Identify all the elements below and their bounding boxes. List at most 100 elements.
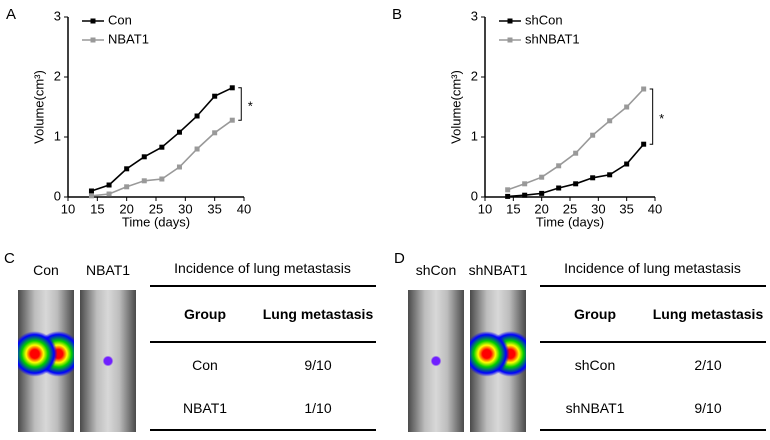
y-tick-label: 1: [471, 128, 478, 143]
significance-bracket: [649, 88, 654, 145]
panel-label: A: [6, 6, 17, 23]
marker: [88, 193, 94, 199]
table-row: NBAT1 1/10: [150, 386, 376, 429]
cell: 2/10: [694, 356, 722, 373]
marker: [141, 154, 147, 160]
marker: [194, 113, 200, 119]
marker: [505, 193, 511, 199]
y-tick-label: 3: [471, 8, 478, 23]
x-tick-label: 35: [207, 201, 221, 216]
table: Group Lung metastasis shCon 2/10 shNBAT1 9/10: [540, 285, 766, 431]
cell: 9/10: [694, 399, 722, 416]
marker: [159, 144, 165, 150]
marker: [624, 104, 630, 110]
table-header: Group Lung metastasis: [540, 287, 766, 343]
x-tick-label: 15: [90, 201, 104, 216]
table-header: Group Lung metastasis: [150, 287, 376, 343]
panel-label: B: [392, 6, 403, 23]
cell: shNBAT1: [565, 399, 625, 416]
annotation: *: [659, 111, 664, 126]
table-row: Con 9/10: [150, 343, 376, 386]
marker: [212, 130, 218, 136]
x-axis-label: Time (days): [536, 214, 604, 229]
table: Group Lung metastasis Con 9/10 NBAT1 1/10: [150, 285, 376, 431]
y-tick-label: 0: [54, 188, 61, 203]
series-line: [91, 119, 233, 197]
marker: [522, 181, 528, 187]
mouse-image: [80, 290, 136, 432]
legend-marker: [90, 18, 96, 24]
image-label: NBAT1: [85, 262, 131, 278]
marker: [505, 187, 511, 193]
marker: [106, 191, 112, 197]
x-tick-label: 25: [149, 201, 163, 216]
legend-marker: [507, 37, 513, 43]
marker: [124, 166, 130, 172]
marker: [176, 164, 182, 170]
series-line: [91, 87, 233, 192]
marker: [641, 86, 647, 92]
marker: [539, 174, 545, 180]
table-title: Incidence of lung metastasis: [564, 260, 741, 276]
header-cell: Group: [184, 306, 226, 322]
x-tick-label: 35: [619, 201, 633, 216]
x-tick-label: 30: [591, 201, 605, 216]
x-tick-label: 25: [563, 201, 577, 216]
marker: [124, 184, 130, 190]
x-tick-label: 10: [61, 201, 75, 216]
legend-label: NBAT1: [108, 31, 149, 46]
header-cell: Lung metastasis: [652, 306, 764, 322]
panel-label: C: [4, 250, 15, 267]
y-tick-label: 0: [471, 188, 478, 203]
marker: [159, 176, 165, 182]
cell: 9/10: [304, 356, 332, 373]
marker: [176, 129, 182, 135]
y-tick-label: 3: [54, 8, 61, 23]
x-tick-label: 40: [648, 201, 662, 216]
marker: [590, 132, 596, 138]
table-row: shCon 2/10: [540, 343, 766, 386]
x-tick-label: 15: [506, 201, 520, 216]
y-tick-label: 2: [471, 68, 478, 83]
image-label: shNBAT1: [468, 262, 528, 278]
marker: [573, 181, 579, 187]
legend-marker: [90, 37, 96, 43]
x-tick-label: 10: [478, 201, 492, 216]
marker: [141, 178, 147, 184]
marker: [607, 172, 613, 178]
cell: NBAT1: [182, 399, 228, 416]
mouse-image: [408, 290, 464, 432]
x-tick-label: 40: [237, 201, 251, 216]
marker: [229, 85, 235, 91]
marker: [194, 146, 200, 152]
legend-label: shCon: [525, 12, 563, 27]
cell: shCon: [574, 356, 616, 373]
marker: [573, 150, 579, 156]
table-row: shNBAT1 9/10: [540, 386, 766, 429]
x-axis-label: Time (days): [122, 214, 190, 229]
mouse-image: [470, 290, 526, 432]
series-line: [507, 88, 645, 191]
header-cell: Group: [574, 306, 616, 322]
marker: [556, 163, 562, 169]
y-axis-label: Volume(cm³): [31, 70, 46, 144]
image-label: shCon: [415, 262, 457, 278]
marker: [607, 118, 613, 124]
significance-bracket: [238, 87, 242, 121]
marker: [212, 93, 218, 99]
table-title: Incidence of lung metastasis: [174, 260, 351, 276]
panel-label: D: [394, 250, 405, 267]
image-label: Con: [33, 262, 59, 278]
marker: [590, 175, 596, 181]
mouse-image: [18, 290, 74, 432]
marker: [522, 192, 528, 198]
marker: [229, 117, 235, 123]
annotation: *: [248, 98, 253, 113]
header-cell: Lung metastasis: [262, 306, 374, 322]
x-tick-label: 30: [178, 201, 192, 216]
y-tick-label: 1: [54, 128, 61, 143]
legend-label: Con: [108, 12, 132, 27]
x-tick-label: 20: [119, 201, 133, 216]
y-tick-label: 2: [54, 68, 61, 83]
